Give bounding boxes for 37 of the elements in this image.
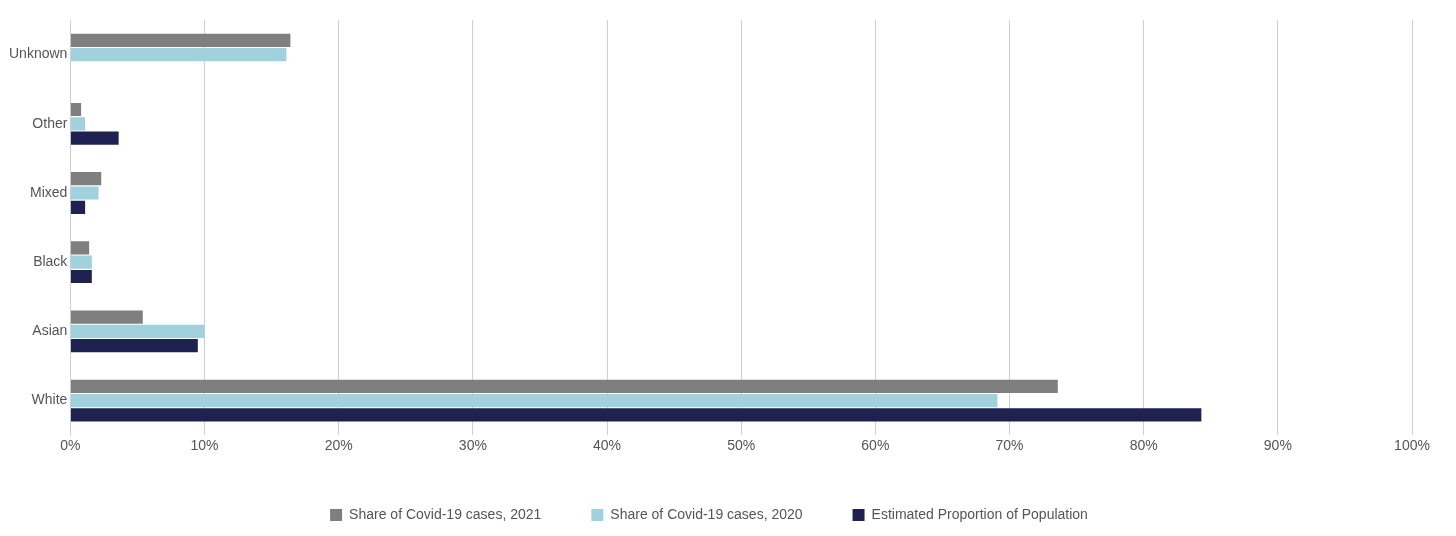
bar <box>70 48 287 62</box>
bar <box>70 408 1202 422</box>
bar <box>70 200 86 214</box>
x-tick-label: 70% <box>995 437 1024 454</box>
y-tick-label: Unknown <box>8 45 68 62</box>
x-tick-label: 80% <box>1129 437 1158 454</box>
bar <box>70 172 102 186</box>
bar <box>70 33 291 47</box>
bar <box>70 117 86 131</box>
y-tick-label: Mixed <box>30 183 68 200</box>
bar <box>70 379 1058 393</box>
x-tick-label: 40% <box>593 437 622 454</box>
bar <box>70 241 90 255</box>
bar <box>70 310 143 324</box>
bar <box>70 102 82 117</box>
y-tick-label: White <box>31 391 68 408</box>
x-tick-label: 20% <box>324 437 353 454</box>
legend-label: Estimated Proportion of Population <box>871 505 1088 522</box>
legend-label: Share of Covid-19 cases, 2020 <box>610 505 803 522</box>
bar <box>70 269 92 284</box>
bar <box>70 131 119 145</box>
y-tick-label: Black <box>33 253 69 270</box>
x-tick-label: 100% <box>1394 437 1430 454</box>
bar <box>70 339 198 353</box>
y-tick-label: Other <box>32 114 68 131</box>
x-tick-label: 90% <box>1263 437 1292 454</box>
x-tick-label: 10% <box>190 437 219 454</box>
bar <box>70 394 998 408</box>
x-tick-label: 50% <box>727 437 756 454</box>
bar <box>70 255 92 269</box>
x-tick-label: 0% <box>60 437 81 454</box>
bar <box>70 186 99 200</box>
legend-label: Share of Covid-19 cases, 2021 <box>349 505 542 522</box>
x-tick-label: 30% <box>458 437 487 454</box>
x-tick-label: 60% <box>861 437 890 454</box>
y-tick-label: Asian <box>32 322 68 339</box>
bar <box>70 324 205 338</box>
